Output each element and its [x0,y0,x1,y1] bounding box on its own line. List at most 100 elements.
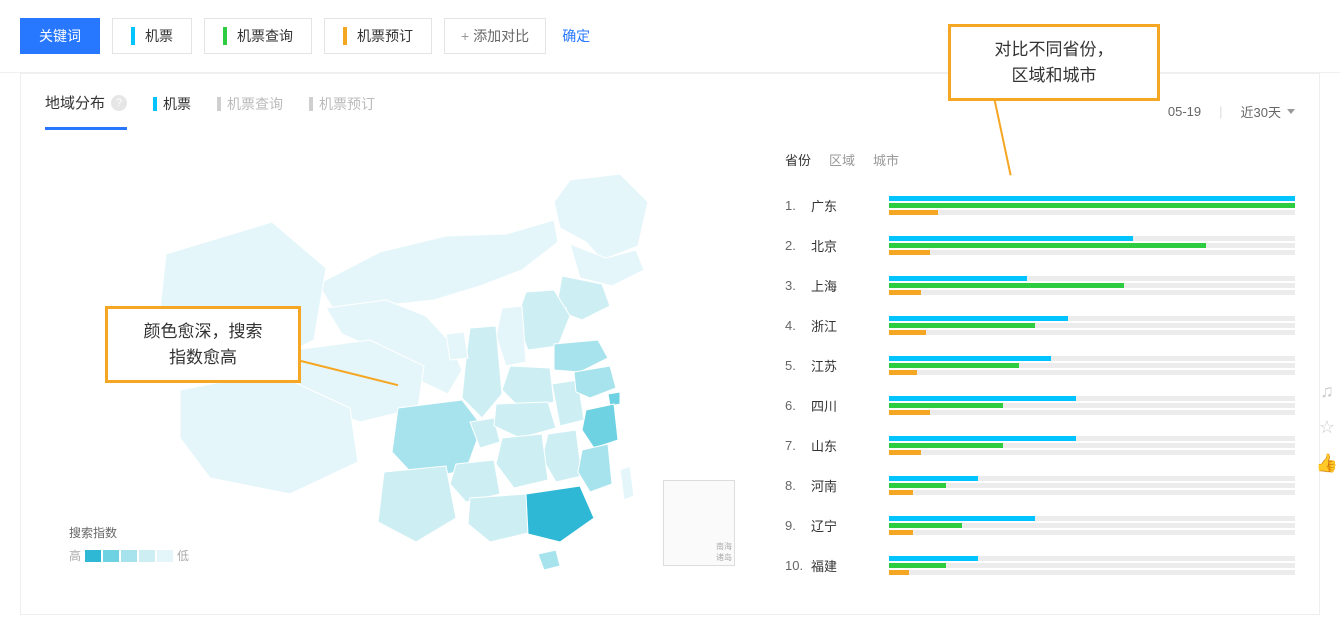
rank-index: 7. [785,438,811,453]
rank-row-3[interactable]: 3.上海 [785,265,1295,305]
bar-track [889,410,1295,415]
headphone-icon[interactable]: ♫ [1316,380,1338,402]
bar-fill [889,243,1206,248]
rank-bars [859,554,1295,577]
bar-fill [889,323,1035,328]
bar-track [889,483,1295,488]
star-icon[interactable]: ☆ [1316,416,1338,438]
rank-row-4[interactable]: 4.浙江 [785,305,1295,345]
rank-index: 1. [785,198,811,213]
map-legend-title: 搜索指数 [69,524,189,541]
date-visible: 05-19 [1168,104,1201,119]
range-label: 近30天 [1241,102,1281,121]
chip-accent [343,27,347,45]
bar-track [889,530,1295,535]
rank-row-6[interactable]: 6.四川 [785,385,1295,425]
province-ningxia[interactable] [446,332,468,360]
province-neimenggu[interactable] [318,220,558,310]
thumbs-up-icon[interactable]: 👍 [1316,452,1338,474]
bar-fill [889,443,1003,448]
rank-row-5[interactable]: 5.江苏 [785,345,1295,385]
bar-fill [889,556,978,561]
province-heilongjiang[interactable] [554,174,648,260]
rank-name: 北京 [811,236,859,255]
rank-row-7[interactable]: 7.山东 [785,425,1295,465]
rank-row-10[interactable]: 10.福建 [785,545,1295,585]
province-hubei[interactable] [494,402,556,438]
range-dropdown[interactable]: 近30天 [1241,102,1295,121]
province-hunan[interactable] [496,434,548,488]
map-column: 南海 诸岛 搜索指数 高 低 颜色愈深，搜索 指数愈高 [45,150,775,590]
rank-row-9[interactable]: 9.辽宁 [785,505,1295,545]
bar-fill [889,276,1027,281]
bar-fill [889,570,909,575]
bar-track [889,570,1295,575]
bar-track [889,370,1295,375]
rank-row-1[interactable]: 1.广东 [785,185,1295,225]
bar-fill [889,516,1035,521]
chevron-down-icon [1287,109,1295,114]
province-hainan[interactable] [538,550,560,570]
keyword-chip-1[interactable]: 机票查询 [204,18,312,54]
province-guangdong[interactable] [526,486,594,542]
scale-swatch-1 [103,550,119,562]
annotation-right: 对比不同省份， 区域和城市 [948,24,1160,101]
bar-track [889,196,1295,201]
bar-track [889,490,1295,495]
rank-index: 6. [785,398,811,413]
bar-track [889,276,1295,281]
rank-bars [859,514,1295,537]
keyword-tab[interactable]: 关键词 [20,18,100,54]
bar-fill [889,396,1076,401]
province-zhejiang[interactable] [582,404,618,448]
rank-row-8[interactable]: 8.河南 [785,465,1295,505]
province-jiangxi[interactable] [542,430,582,482]
add-compare-button[interactable]: + 添加对比 [444,18,546,54]
bar-track [889,436,1295,441]
province-jiangsu[interactable] [574,366,616,398]
legend-item-2[interactable]: 机票预订 [309,94,375,128]
confirm-button[interactable]: 确定 [562,26,590,46]
bar-fill [889,410,930,415]
ranking-column: 省份 区域 城市 1.广东2.北京3.上海4.浙江5.江苏6.四川7.山东8.河… [775,150,1295,590]
province-yunnan[interactable] [378,466,456,542]
legend-item-0[interactable]: 机票 [153,94,191,128]
bar-fill [889,316,1068,321]
legend-label: 机票 [163,94,191,114]
map-legend-high: 高 [69,547,81,564]
annotation-left-line1: 颜色愈深，搜索 [124,319,282,345]
map-legend-low: 低 [177,547,189,564]
keyword-chip-2[interactable]: 机票预订 [324,18,432,54]
rank-tab-province[interactable]: 省份 [785,150,811,169]
bar-fill [889,196,1295,201]
rank-bars [859,234,1295,257]
rank-bars [859,314,1295,337]
province-taiwan[interactable] [620,466,634,500]
bar-fill [889,476,978,481]
panel-title-tab[interactable]: 地域分布 ? [45,92,127,130]
rank-name: 福建 [811,556,859,575]
bar-track [889,323,1295,328]
rank-tab-region[interactable]: 区域 [829,150,855,169]
legend-item-1[interactable]: 机票查询 [217,94,283,128]
legend-label: 机票查询 [227,94,283,114]
chip-label: 机票预订 [357,26,413,46]
province-fujian[interactable] [578,444,612,492]
legend-label: 机票预订 [319,94,375,114]
help-icon[interactable]: ? [111,95,127,111]
rank-name: 山东 [811,436,859,455]
bar-fill [889,236,1133,241]
bar-fill [889,363,1019,368]
rank-name: 四川 [811,396,859,415]
province-guangxi[interactable] [468,494,532,542]
bar-track [889,450,1295,455]
rank-tab-city[interactable]: 城市 [873,150,899,169]
province-guizhou[interactable] [450,460,500,502]
rank-row-2[interactable]: 2.北京 [785,225,1295,265]
province-shanxi[interactable] [496,306,526,366]
annotation-right-line1: 对比不同省份， [967,37,1141,63]
bar-track [889,210,1295,215]
rank-bars [859,354,1295,377]
chip-label: 机票 [145,26,173,46]
keyword-chip-0[interactable]: 机票 [112,18,192,54]
